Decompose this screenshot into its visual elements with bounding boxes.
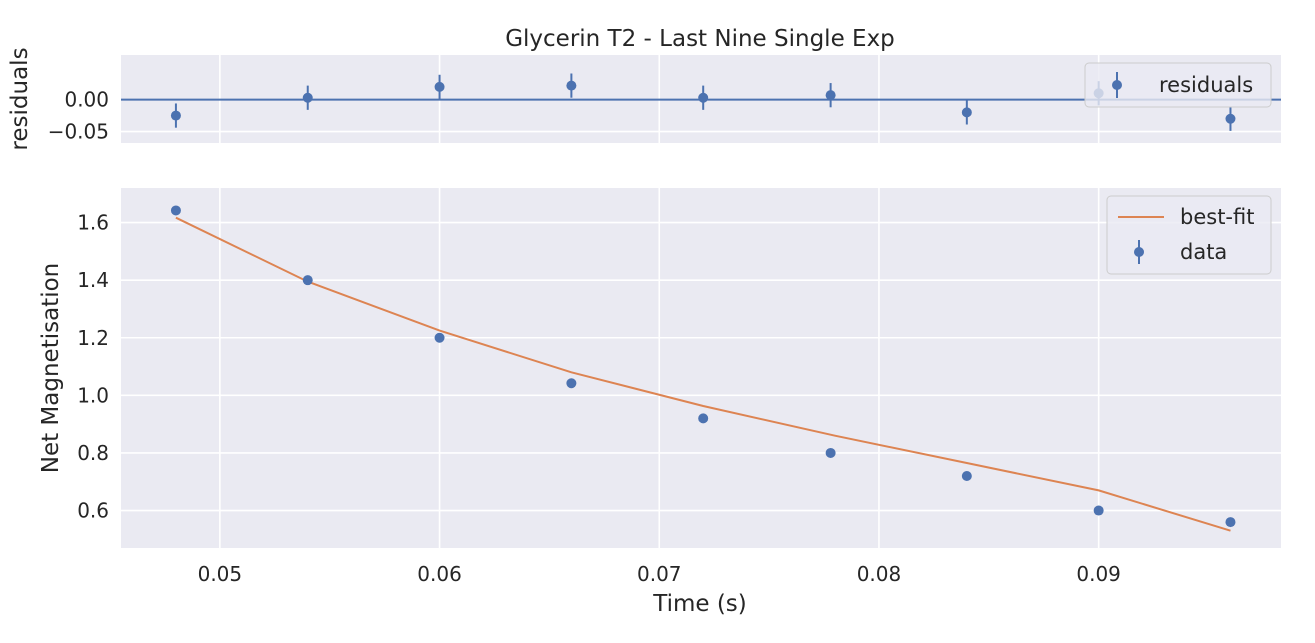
magnetisation-data-point (698, 413, 709, 424)
residuals-data-point (698, 92, 709, 103)
residuals-data-point (1225, 113, 1236, 124)
x-tick-label: 0.09 (1076, 562, 1121, 586)
x-axis-label: Time (s) (652, 591, 747, 617)
x-tick-label: 0.08 (857, 562, 902, 586)
magnetisation-y-axis-label: Net Magnetisation (38, 263, 64, 474)
magnetisation-data-point (961, 471, 972, 481)
magnetisation-data-point (170, 205, 181, 216)
x-tick-label: 0.05 (198, 562, 243, 586)
magnetisation-y-tick-label: 1.0 (77, 383, 109, 407)
residuals-legend: residuals (1084, 62, 1272, 108)
magnetisation-y-tick-label: 1.4 (77, 268, 109, 292)
magnetisation-legend: best-fit data (1106, 195, 1272, 275)
residuals-data-point (302, 92, 313, 103)
magnetisation-data-point (566, 378, 577, 389)
magnetisation-y-tick-label: 1.2 (77, 326, 109, 350)
magnetisation-y-tick-labels: 0.6 0.8 1.0 1.2 1.4 1.6 (77, 211, 109, 523)
residuals-data-point (434, 81, 445, 92)
magnetisation-marks (170, 205, 1236, 532)
magnetisation-data-point (302, 275, 313, 286)
data-legend-point-marker (1134, 247, 1144, 257)
magnetisation-y-tick-label: 0.6 (77, 499, 109, 523)
magnetisation-legend-box (1106, 195, 1272, 275)
magnetisation-y-tick-label: 0.8 (77, 441, 109, 465)
residuals-legend-box (1084, 62, 1272, 108)
magnetisation-data-point (1093, 505, 1104, 516)
residuals-legend-point-marker (1112, 80, 1122, 90)
magnetisation-grid (121, 188, 1281, 548)
best-fit-legend-label: best-fit (1180, 205, 1254, 229)
residuals-data-point (170, 110, 181, 121)
magnetisation-data-point (1225, 517, 1236, 528)
residuals-legend-label: residuals (1159, 73, 1253, 97)
chart-title: Glycerin T2 - Last Nine Single Exp (505, 26, 895, 52)
residuals-y-axis-label: residuals (7, 47, 33, 150)
magnetisation-data-point (825, 447, 836, 458)
x-tick-label: 0.07 (637, 562, 682, 586)
residuals-panel: 0.00 −0.05 residuals residuals (7, 47, 1281, 151)
magnetisation-x-tick-labels: 0.05 0.06 0.07 0.08 0.09 (198, 562, 1121, 586)
magnetisation-data-point (434, 332, 445, 343)
magnetisation-y-tick-label: 1.6 (77, 211, 109, 235)
residuals-y-tick-label: −0.05 (48, 120, 109, 144)
data-legend-label: data (1180, 240, 1227, 264)
magnetisation-panel: 0.60.81.01.21.41.6 0.05 0.06 0.07 0.08 0.09 … (38, 188, 1281, 617)
residuals-data-point (961, 107, 972, 118)
residuals-data-point (825, 90, 836, 101)
x-tick-label: 0.06 (417, 562, 462, 586)
residuals-y-tick-labels: 0.00 −0.05 (48, 88, 109, 144)
residuals-y-tick-label: 0.00 (64, 88, 109, 112)
best-fit-line (175, 216, 1231, 532)
residuals-data-point (566, 80, 577, 91)
